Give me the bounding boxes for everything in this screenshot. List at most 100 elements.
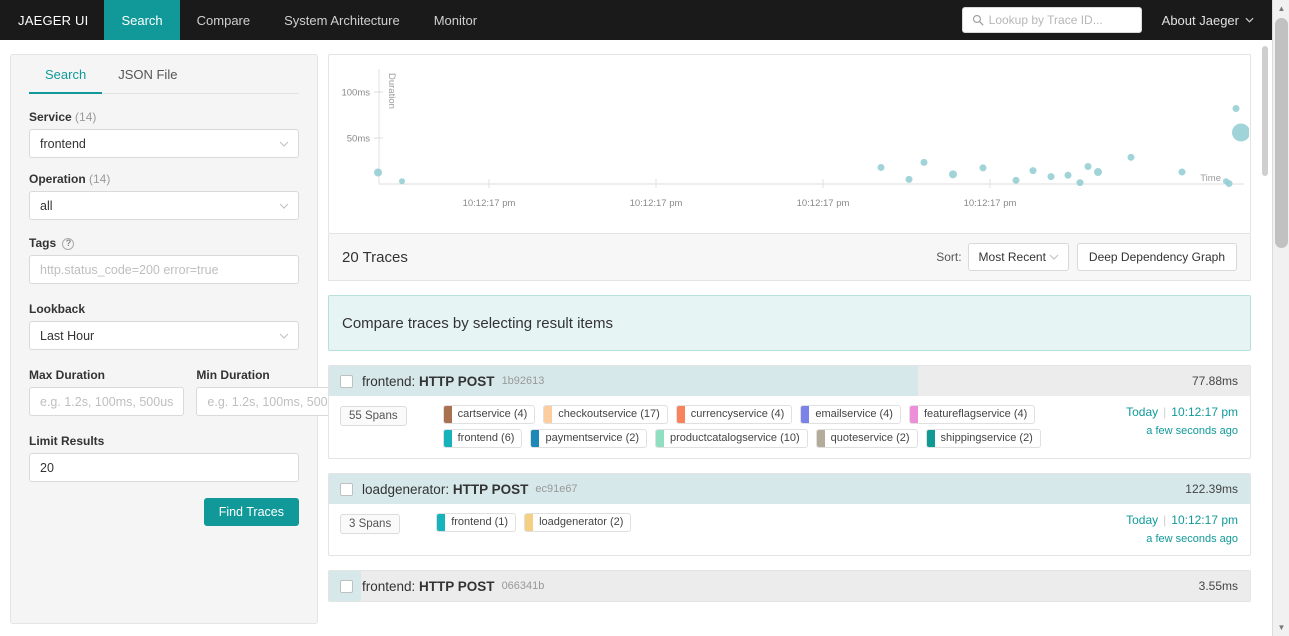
- operation-select[interactable]: all: [29, 191, 299, 220]
- results-scrollbar[interactable]: [1262, 40, 1268, 636]
- field-operation: Operation (14) all: [29, 172, 299, 220]
- sort-label: Sort:: [936, 250, 962, 264]
- min-duration-input[interactable]: e.g. 1.2s, 100ms, 500us: [196, 387, 352, 416]
- trace-relative-time: a few seconds ago: [1146, 425, 1238, 437]
- scroll-up-arrow-icon[interactable]: ▲: [1277, 4, 1286, 13]
- scroll-down-arrow-icon[interactable]: ▼: [1277, 623, 1286, 632]
- sort-select[interactable]: Most Recent: [967, 243, 1069, 271]
- deep-dependency-graph-button[interactable]: Deep Dependency Graph: [1076, 243, 1237, 271]
- scatter-point[interactable]: [877, 163, 885, 171]
- trace-id-search-box[interactable]: [961, 7, 1142, 33]
- scatter-point[interactable]: [1225, 180, 1233, 188]
- service-tag-label: shippingservice (2): [940, 432, 1033, 444]
- service-tag: currencyservice (4): [675, 405, 793, 424]
- scatter-point[interactable]: [905, 175, 913, 183]
- nav-item-compare-label: Compare: [196, 12, 251, 28]
- max-duration-input[interactable]: e.g. 1.2s, 100ms, 500us: [29, 387, 185, 416]
- service-select-value: frontend: [40, 136, 86, 151]
- trace-timestamp-block: Today | 10:12:17 pm a few seconds ago: [1116, 513, 1238, 545]
- scatter-point[interactable]: [920, 158, 928, 166]
- trace-header[interactable]: loadgenerator: HTTP POST ec91e67 122.39ms: [329, 474, 1250, 504]
- operation-count: (14): [89, 172, 111, 186]
- tags-input[interactable]: http.status_code=200 error=true: [29, 255, 299, 284]
- field-service: Service (14) frontend: [29, 110, 299, 158]
- nav-item-search[interactable]: Search: [104, 0, 180, 40]
- trace-operation-name: HTTP POST: [419, 578, 495, 594]
- nav-item-search-label: Search: [121, 12, 163, 28]
- results-scrollbar-thumb[interactable]: [1262, 46, 1268, 176]
- service-color-swatch: [544, 406, 553, 423]
- service-color-swatch: [816, 430, 825, 447]
- nav-item-compare[interactable]: Compare: [180, 0, 267, 40]
- browser-vertical-scrollbar[interactable]: ▲ ▼: [1272, 0, 1289, 636]
- scatter-point[interactable]: [374, 168, 382, 177]
- trace-select-checkbox[interactable]: [340, 482, 353, 496]
- tab-search[interactable]: Search: [29, 55, 103, 94]
- trace-duration: 77.88ms: [1191, 374, 1238, 388]
- scatter-point[interactable]: [1232, 123, 1249, 142]
- scatter-point[interactable]: [979, 164, 987, 172]
- limit-results-label: Limit Results: [29, 434, 105, 448]
- chevron-down-icon: [279, 333, 289, 339]
- svg-text:100ms: 100ms: [341, 88, 370, 99]
- scatter-point[interactable]: [1029, 167, 1037, 175]
- browser-scrollbar-thumb[interactable]: [1275, 18, 1288, 248]
- trace-date: Today: [1126, 405, 1159, 419]
- scatter-point[interactable]: [1094, 168, 1102, 177]
- scatter-point[interactable]: [1076, 179, 1084, 187]
- nav-item-monitor[interactable]: Monitor: [417, 0, 494, 40]
- svg-text:10:12:17 pm: 10:12:17 pm: [630, 198, 683, 209]
- scatter-point[interactable]: [1232, 105, 1240, 113]
- trace-header[interactable]: frontend: HTTP POST 1b92613 77.88ms: [329, 366, 1250, 396]
- service-color-swatch: [443, 430, 452, 447]
- scatter-point[interactable]: [1084, 163, 1092, 171]
- traces-count: 20 Traces: [342, 248, 408, 266]
- trace-select-checkbox[interactable]: [340, 374, 353, 388]
- scatter-point[interactable]: [399, 178, 405, 185]
- nav-item-system-architecture[interactable]: System Architecture: [267, 0, 417, 40]
- lookback-select[interactable]: Last Hour: [29, 321, 299, 350]
- service-tag-label: paymentservice (2): [545, 432, 640, 444]
- brand-logo[interactable]: JAEGER UI: [0, 0, 104, 40]
- scatter-point[interactable]: [949, 170, 957, 179]
- service-color-swatch: [656, 430, 665, 447]
- trace-id: ec91e67: [535, 483, 578, 495]
- scatter-point[interactable]: [1178, 168, 1186, 176]
- trace-result-item[interactable]: loadgenerator: HTTP POST ec91e67 122.39ms 3…: [328, 473, 1251, 556]
- limit-results-input[interactable]: 20: [29, 453, 299, 482]
- field-limit-results: Limit Results 20: [29, 434, 299, 482]
- trace-result-item[interactable]: frontend: HTTP POST 066341b 3.55ms: [328, 570, 1251, 602]
- tab-json-file[interactable]: JSON File: [102, 55, 193, 94]
- trace-id-search-input[interactable]: [988, 13, 1141, 27]
- service-select[interactable]: frontend: [29, 129, 299, 158]
- about-jaeger-label: About Jaeger: [1161, 12, 1239, 28]
- service-tag: featureflagservice (4): [908, 405, 1036, 424]
- scatter-point[interactable]: [1127, 153, 1135, 161]
- trace-service-name: frontend:: [362, 373, 420, 389]
- service-color-swatch: [909, 406, 918, 423]
- trace-result-item[interactable]: frontend: HTTP POST 1b92613 77.88ms 55 Span…: [328, 365, 1251, 459]
- about-jaeger-menu[interactable]: About Jaeger: [1156, 0, 1272, 40]
- scatter-point[interactable]: [1064, 171, 1072, 179]
- service-tag-label: emailservice (4): [815, 408, 893, 420]
- trace-body: 55 Spans cartservice (4) checkoutservice (…: [329, 396, 1250, 458]
- help-icon[interactable]: ?: [62, 237, 75, 250]
- trace-select-checkbox[interactable]: [340, 579, 353, 593]
- find-traces-button[interactable]: Find Traces: [203, 498, 299, 526]
- tab-search-label: Search: [45, 67, 87, 82]
- trace-header[interactable]: frontend: HTTP POST 066341b 3.55ms: [329, 571, 1250, 601]
- scatter-plot-svg[interactable]: 50ms 100ms Duration 10:12:17 pm 10:12:17 pm 1…: [329, 55, 1249, 233]
- trace-timestamp-block: Today | 10:12:17 pm a few seconds ago: [1116, 405, 1238, 437]
- operation-select-value: all: [40, 198, 53, 213]
- scatter-point[interactable]: [1012, 176, 1020, 184]
- tags-input-placeholder: http.status_code=200 error=true: [40, 262, 219, 277]
- sidebar-tabs: Search JSON File: [29, 55, 299, 94]
- duration-scatter-chart: 50ms 100ms Duration 10:12:17 pm 10:12:17 pm 1…: [328, 54, 1251, 234]
- trace-date: Today: [1126, 513, 1159, 527]
- nav-item-monitor-label: Monitor: [433, 12, 478, 28]
- field-tags: Tags ? http.status_code=200 error=true: [29, 236, 299, 284]
- scatter-point[interactable]: [1047, 173, 1055, 181]
- service-label: Service (14): [29, 110, 299, 124]
- svg-text:Time: Time: [1200, 173, 1221, 184]
- lookback-select-value: Last Hour: [40, 328, 95, 343]
